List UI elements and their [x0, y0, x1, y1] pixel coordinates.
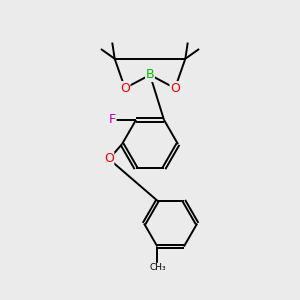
Text: B: B [146, 68, 154, 81]
Text: CH₃: CH₃ [149, 263, 166, 272]
Text: O: O [120, 82, 130, 95]
Text: F: F [109, 113, 116, 126]
Text: O: O [104, 152, 114, 165]
Text: O: O [170, 82, 180, 95]
